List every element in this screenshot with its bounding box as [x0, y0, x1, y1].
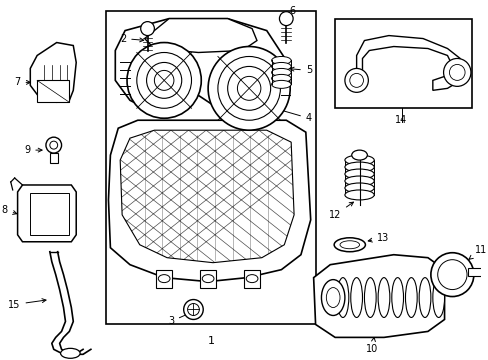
- Ellipse shape: [339, 241, 359, 249]
- Ellipse shape: [237, 76, 260, 100]
- Text: 11: 11: [468, 245, 486, 259]
- Ellipse shape: [271, 75, 290, 82]
- Ellipse shape: [187, 303, 199, 315]
- Text: 8: 8: [1, 205, 17, 215]
- Ellipse shape: [279, 12, 292, 26]
- Bar: [334, 19, 471, 108]
- Polygon shape: [37, 80, 69, 102]
- Text: 3: 3: [167, 313, 189, 327]
- Text: 15: 15: [8, 299, 46, 310]
- Ellipse shape: [430, 253, 473, 297]
- Ellipse shape: [344, 162, 373, 172]
- Ellipse shape: [321, 280, 344, 315]
- Bar: [200, 270, 216, 288]
- Ellipse shape: [443, 58, 470, 86]
- Ellipse shape: [344, 155, 373, 165]
- Ellipse shape: [351, 150, 366, 160]
- Ellipse shape: [344, 190, 373, 200]
- Text: 4: 4: [278, 109, 311, 123]
- Ellipse shape: [364, 278, 375, 318]
- Ellipse shape: [349, 73, 363, 87]
- Polygon shape: [356, 36, 461, 90]
- Polygon shape: [30, 42, 76, 102]
- Ellipse shape: [344, 183, 373, 193]
- Polygon shape: [313, 255, 444, 337]
- Text: 1: 1: [207, 336, 214, 346]
- Ellipse shape: [333, 238, 365, 252]
- Text: 5: 5: [289, 66, 311, 76]
- Ellipse shape: [405, 278, 416, 318]
- Ellipse shape: [183, 300, 203, 319]
- Ellipse shape: [336, 278, 348, 318]
- Ellipse shape: [127, 42, 201, 118]
- Ellipse shape: [50, 141, 58, 149]
- Ellipse shape: [141, 22, 154, 36]
- Ellipse shape: [344, 176, 373, 186]
- Ellipse shape: [325, 288, 339, 307]
- Ellipse shape: [271, 80, 290, 88]
- Ellipse shape: [202, 275, 214, 283]
- Text: 13: 13: [367, 233, 388, 243]
- Ellipse shape: [437, 260, 466, 289]
- Bar: [50, 153, 58, 163]
- Text: 2: 2: [120, 33, 143, 44]
- Text: 14: 14: [395, 115, 407, 125]
- Ellipse shape: [61, 348, 80, 358]
- Ellipse shape: [377, 278, 389, 318]
- Bar: [467, 268, 481, 276]
- Ellipse shape: [146, 62, 182, 98]
- Ellipse shape: [271, 57, 290, 64]
- Bar: [156, 270, 172, 288]
- Polygon shape: [120, 130, 293, 263]
- Ellipse shape: [344, 169, 373, 179]
- Ellipse shape: [137, 53, 191, 108]
- Ellipse shape: [271, 68, 290, 76]
- Text: 6: 6: [286, 6, 295, 20]
- Ellipse shape: [344, 68, 367, 92]
- Polygon shape: [18, 185, 76, 242]
- Ellipse shape: [418, 278, 430, 318]
- Polygon shape: [144, 19, 256, 53]
- Bar: [244, 270, 259, 288]
- Ellipse shape: [246, 275, 257, 283]
- Polygon shape: [115, 19, 285, 115]
- Text: 12: 12: [328, 202, 353, 220]
- Polygon shape: [108, 120, 310, 282]
- Bar: [105, 11, 315, 324]
- Ellipse shape: [350, 278, 362, 318]
- Ellipse shape: [432, 278, 444, 318]
- Text: 7: 7: [14, 77, 30, 87]
- Ellipse shape: [227, 67, 270, 110]
- Text: 9: 9: [24, 145, 42, 155]
- Ellipse shape: [208, 46, 289, 130]
- Ellipse shape: [218, 57, 280, 120]
- Polygon shape: [120, 130, 293, 263]
- Ellipse shape: [391, 278, 403, 318]
- Ellipse shape: [158, 275, 170, 283]
- Ellipse shape: [448, 64, 464, 80]
- Ellipse shape: [154, 71, 174, 90]
- Ellipse shape: [46, 137, 61, 153]
- Bar: [30, 193, 69, 235]
- Text: 10: 10: [366, 337, 378, 354]
- Ellipse shape: [271, 62, 290, 71]
